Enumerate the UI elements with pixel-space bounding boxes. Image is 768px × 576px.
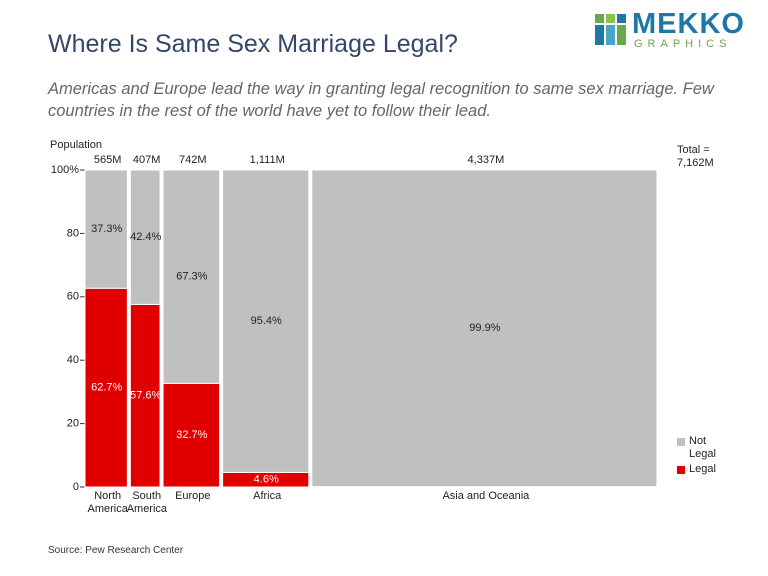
value-label: 4.6% bbox=[254, 474, 279, 486]
logo-text: GRAPHICS bbox=[634, 38, 732, 50]
y-tick-label: 80 bbox=[67, 227, 79, 239]
y-tick-label: 100% bbox=[51, 164, 79, 176]
chart-subtitle: Americas and Europe lead the way in gran… bbox=[48, 80, 714, 120]
logo-block bbox=[617, 25, 626, 45]
segment bbox=[311, 169, 658, 488]
legend-swatch bbox=[677, 438, 685, 446]
width-label: 407M bbox=[133, 154, 161, 166]
logo-block bbox=[595, 14, 604, 23]
total-label: Total = 7,162M bbox=[677, 144, 714, 169]
logo-block bbox=[606, 14, 615, 23]
value-label: 42.4% bbox=[130, 231, 161, 243]
width-label: 1,111M bbox=[250, 154, 285, 166]
x-tick-label: Europe bbox=[175, 490, 211, 502]
segment bbox=[84, 169, 128, 289]
y-tick-label: 60 bbox=[67, 291, 79, 303]
x-tick-label: Africa bbox=[253, 490, 282, 502]
segment bbox=[84, 287, 128, 488]
legend-label: Legal bbox=[689, 463, 716, 475]
y-tick-label: 0 bbox=[73, 481, 79, 493]
width-label: 742M bbox=[179, 154, 207, 166]
y-axis-label: Population bbox=[50, 139, 102, 151]
value-label: 62.7% bbox=[91, 382, 122, 394]
legend-label: Not Legal bbox=[689, 435, 716, 460]
x-tick-label: North America bbox=[87, 490, 128, 515]
width-label: 565M bbox=[94, 154, 122, 166]
source: Source: Pew Research Center bbox=[48, 545, 184, 556]
chart-title: Where Is Same Sex Marriage Legal? bbox=[48, 30, 458, 58]
segment bbox=[222, 169, 310, 473]
logo-text: MEKKO bbox=[632, 8, 745, 40]
logo-block bbox=[606, 25, 615, 45]
segment bbox=[129, 303, 161, 488]
x-tick-label: South America bbox=[126, 490, 168, 515]
legend-swatch bbox=[677, 466, 685, 474]
value-label: 67.3% bbox=[176, 271, 207, 283]
segment bbox=[129, 169, 161, 305]
segment bbox=[162, 382, 221, 488]
logo-block bbox=[617, 14, 626, 23]
value-label: 99.9% bbox=[469, 322, 500, 334]
value-label: 57.6% bbox=[130, 390, 161, 402]
width-label: 4,337M bbox=[468, 154, 505, 166]
segment bbox=[162, 169, 221, 384]
y-tick-label: 20 bbox=[67, 418, 79, 430]
value-label: 37.3% bbox=[91, 223, 122, 235]
value-label: 95.4% bbox=[251, 315, 282, 327]
value-label: 32.7% bbox=[176, 429, 207, 441]
y-tick-label: 40 bbox=[67, 354, 79, 366]
logo-block bbox=[595, 25, 604, 45]
x-tick-label: Asia and Oceania bbox=[442, 490, 530, 502]
